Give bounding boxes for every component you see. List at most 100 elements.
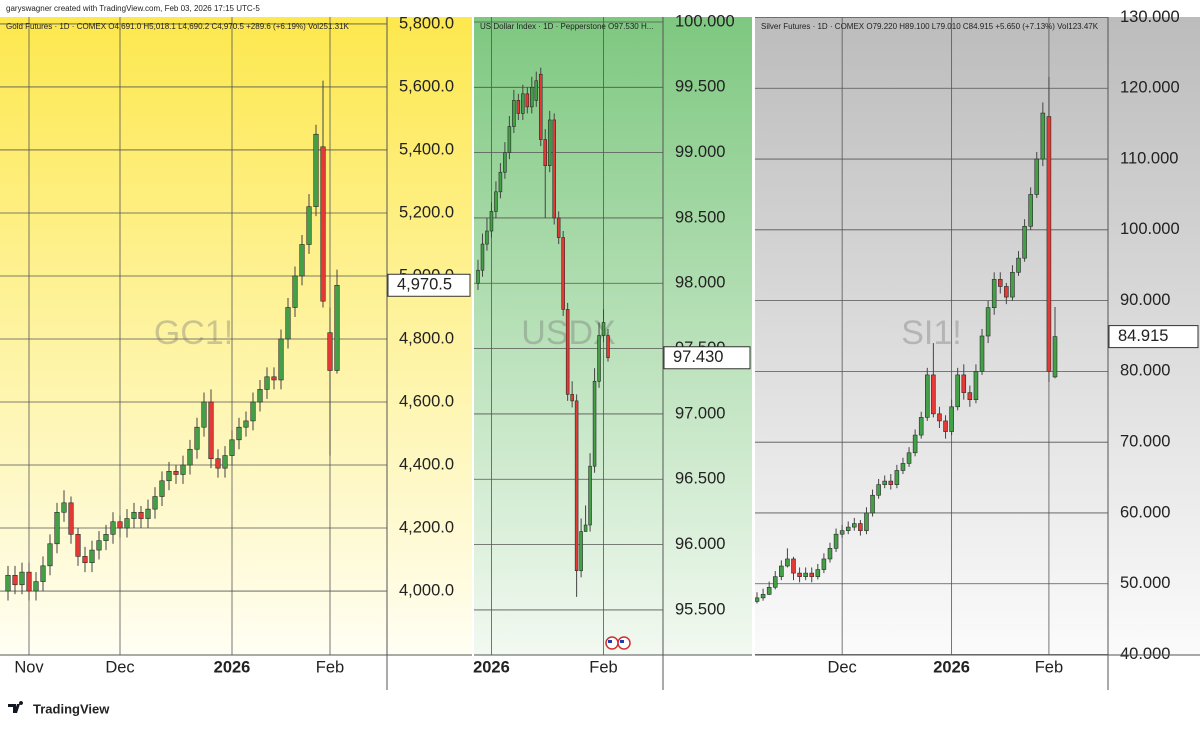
y-tick-label: 4,800.0 — [399, 329, 454, 347]
candle-body — [839, 530, 845, 535]
candle-body — [760, 594, 766, 599]
candle-body — [943, 420, 948, 432]
candle-body — [180, 464, 186, 475]
candle-body — [876, 484, 881, 496]
time-axis — [0, 655, 472, 690]
candle-body — [480, 243, 485, 271]
last-price-box — [387, 273, 471, 297]
candle-body — [264, 376, 270, 390]
candle-body — [525, 93, 530, 108]
candle-body — [985, 307, 991, 337]
candle-body — [75, 534, 81, 557]
candle-body — [229, 439, 235, 456]
candle-body — [299, 244, 305, 277]
y-tick-label: 60.000 — [1120, 503, 1170, 521]
candle-body — [47, 543, 53, 567]
candle-body — [766, 586, 772, 595]
chart-background — [474, 17, 752, 655]
candle-body — [96, 540, 102, 551]
legend: US Dollar Index · 1D · Pepperstone O97.5… — [480, 22, 653, 31]
y-tick-label: 98.500 — [675, 208, 725, 226]
candle-body — [827, 548, 833, 560]
time-axis — [755, 655, 1200, 690]
candle-body — [68, 502, 74, 535]
candle-body — [494, 191, 498, 212]
chart-panel: 40.000 50.000 60.000 70.000 80.000 90.000 100.… — [755, 8, 1200, 690]
candle-body — [547, 119, 552, 166]
candle-body — [845, 526, 851, 531]
x-tick-label: Nov — [14, 658, 44, 676]
candle-body — [1004, 286, 1009, 298]
candle-body — [1046, 116, 1052, 372]
legend: Silver Futures · 1D · COMEX O79.220 H89.… — [761, 22, 1099, 31]
candle-body — [54, 511, 60, 545]
candle-body — [888, 480, 894, 485]
candle-body — [870, 494, 875, 514]
candle-body — [159, 480, 165, 497]
candle-body — [250, 401, 256, 422]
candle-body — [852, 523, 857, 528]
candle-body — [937, 413, 942, 422]
candle-body — [498, 171, 503, 193]
candle-body — [12, 574, 18, 586]
candle-body — [579, 531, 583, 572]
candle-body — [33, 581, 39, 592]
last-price-label: 4,970.5 — [397, 276, 452, 294]
candle-body — [222, 455, 228, 469]
candle-body — [334, 284, 340, 371]
candle-body — [797, 572, 802, 577]
candle-body — [1022, 225, 1027, 259]
x-tick-label: 2026 — [933, 658, 970, 676]
last-price-box — [663, 346, 751, 370]
y-tick-label: 70.000 — [1120, 433, 1170, 451]
candle-body — [103, 534, 109, 541]
y-tick-label: 4,000.0 — [399, 581, 454, 599]
chart-panel: 4,000.04,200.04,400.04,600.04,800.05,000… — [0, 14, 472, 690]
x-tick-label: 2026 — [473, 658, 510, 676]
y-tick-label: 97.000 — [675, 404, 725, 422]
y-tick-label: 40.000 — [1120, 645, 1170, 663]
candle-body — [588, 465, 592, 526]
candle-body — [40, 565, 46, 582]
candle-body — [215, 458, 221, 469]
candle-body — [5, 574, 11, 592]
candle-body — [257, 389, 263, 403]
candle-body — [516, 100, 521, 114]
y-tick-label: 50.000 — [1120, 574, 1170, 592]
candle-body — [552, 119, 556, 219]
candle-body — [131, 511, 137, 519]
candle-body — [606, 335, 610, 359]
candle-body — [755, 597, 760, 602]
candle-body — [997, 279, 1003, 287]
chart-panel: 95.50096.00096.50097.00097.50098.00098.5… — [473, 12, 752, 690]
candle-body — [476, 269, 480, 284]
time-axis — [474, 655, 752, 690]
candle-body — [82, 556, 88, 563]
candle-body — [512, 100, 516, 127]
last-price-label: 97.430 — [673, 348, 723, 366]
candle-body — [858, 523, 863, 531]
candle-body — [967, 392, 973, 401]
candle-body — [152, 496, 158, 510]
candle-body — [503, 152, 507, 173]
candle-body — [833, 533, 839, 549]
candle-body — [561, 237, 565, 310]
y-tick-label: 4,200.0 — [399, 518, 454, 536]
y-tick-label: 99.500 — [675, 78, 725, 96]
candle-body — [556, 217, 561, 238]
candle-body — [931, 374, 936, 415]
candle-body — [601, 322, 606, 336]
brand: TradingView — [33, 701, 110, 716]
candle-body — [592, 380, 597, 467]
y-tick-label: 99.000 — [675, 143, 725, 161]
candle-body — [1010, 271, 1015, 298]
candle-body — [539, 73, 543, 140]
candle-body — [864, 512, 869, 531]
candle-body — [821, 558, 827, 570]
y-tick-label: 98.000 — [675, 274, 725, 292]
candle-body — [19, 571, 25, 586]
candle-body — [912, 434, 918, 454]
watermark: SI1! — [901, 314, 961, 352]
candle-body — [570, 394, 574, 402]
watermark: GC1! — [154, 314, 233, 352]
